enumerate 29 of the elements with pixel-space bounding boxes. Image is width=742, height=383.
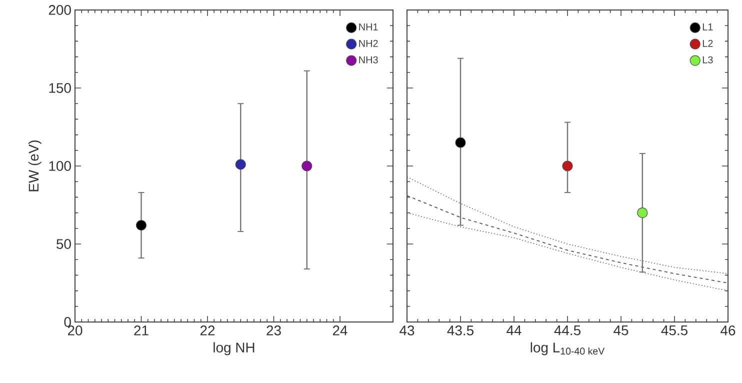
x-tick-label: 44 <box>506 326 522 336</box>
x-tick-label: 20 <box>68 326 82 336</box>
y-tick-label: 200 <box>48 5 71 15</box>
legend-label: NH1 <box>359 24 378 30</box>
legend-label: NH2 <box>359 40 378 47</box>
legend-label: L2 <box>702 40 713 47</box>
x-tick-label: 45.5 <box>661 326 688 336</box>
point <box>136 220 147 231</box>
x-axis-title: log NH <box>214 342 254 356</box>
x-tick-label: 21 <box>134 326 148 336</box>
x-tick-label: 22 <box>200 326 215 336</box>
y-tick-label: 50 <box>56 239 71 249</box>
x-tick-label: 44.5 <box>554 326 580 336</box>
x-tick-label: 43 <box>400 326 414 336</box>
x-tick-label: 43.5 <box>447 326 474 336</box>
legend-label: L1 <box>702 24 713 30</box>
y-tick-label: 0 <box>64 317 71 327</box>
x-tick-label: 23 <box>266 326 281 336</box>
x-tick-label: 45 <box>614 326 628 336</box>
point <box>235 159 246 170</box>
legend-label: L3 <box>702 56 713 64</box>
y-tick-label: 100 <box>49 161 71 171</box>
x-tick-label: 46 <box>720 326 736 336</box>
y-tick-label: 150 <box>49 83 71 93</box>
point <box>302 160 312 172</box>
x-tick-label: 24 <box>332 326 348 336</box>
x-axis-title: log L$_{10-40 keV}$ <box>530 342 605 356</box>
y-axis-title: EW (eV) <box>28 140 42 192</box>
legend-label: NH3 <box>359 56 378 64</box>
